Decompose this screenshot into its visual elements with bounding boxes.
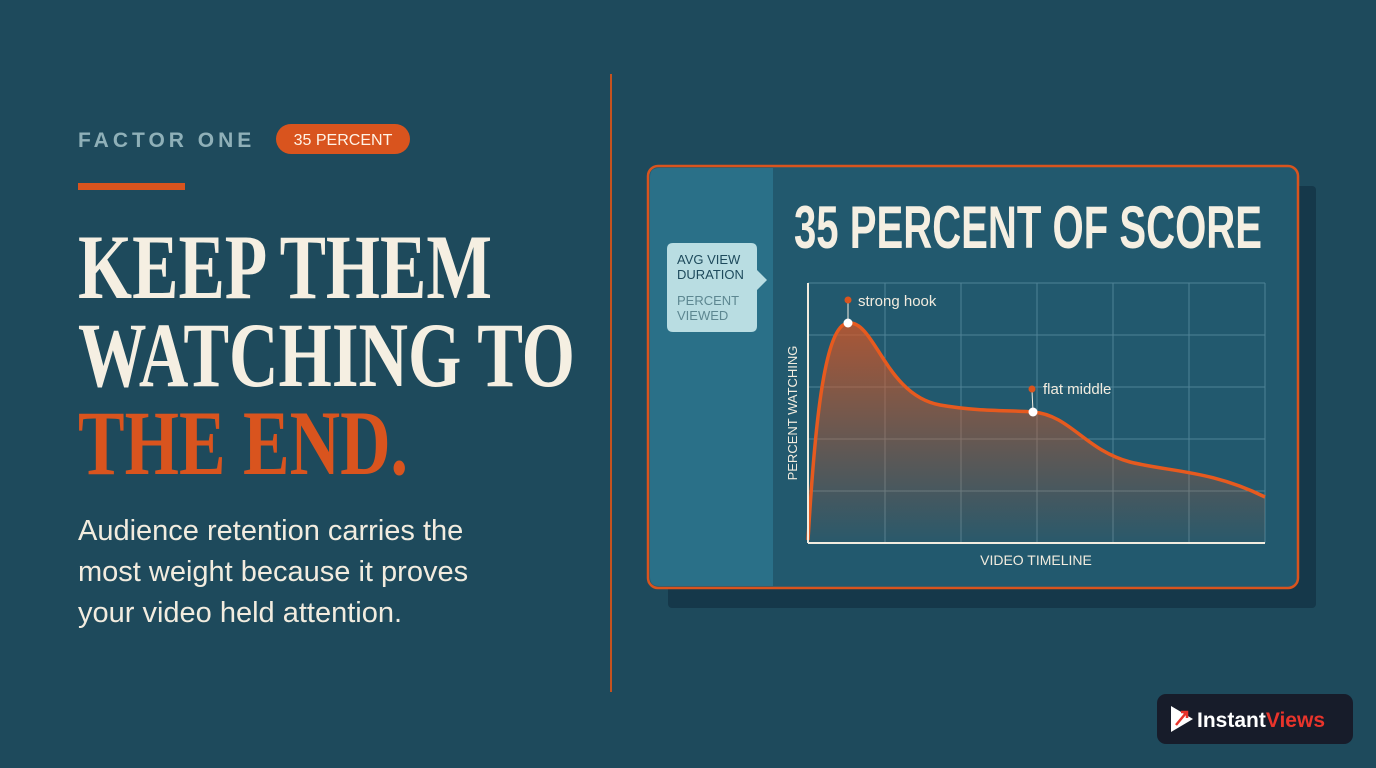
card-strip — [650, 168, 773, 586]
x-axis-label: VIDEO TIMELINE — [980, 552, 1092, 568]
brand-part: Instant — [1197, 709, 1266, 732]
card-title: 35 PERCENT OF SCORE — [794, 194, 1262, 261]
brand-badge — [1157, 694, 1353, 744]
annotation-point — [843, 318, 853, 328]
headline-line: KEEP THEM — [78, 216, 492, 318]
legend-callout — [667, 243, 767, 332]
body-line: your video held attention. — [78, 597, 402, 629]
annotation-dot — [844, 296, 852, 304]
badge — [276, 124, 410, 154]
brand-arrow — [1175, 710, 1189, 726]
legend-primary: DURATION — [677, 267, 744, 282]
badge-text: 35 PERCENT — [294, 132, 393, 149]
legend-secondary: VIEWED — [677, 308, 728, 323]
y-axis-label: PERCENT WATCHING — [785, 346, 800, 481]
eyebrow: FACTOR ONE — [78, 129, 255, 152]
brand-part: Views — [1266, 709, 1325, 732]
retention-curve — [806, 321, 1266, 541]
body-line: Audience retention carries the — [78, 515, 463, 547]
headline-line: THE END. — [78, 392, 408, 494]
annotation: strong hook — [858, 293, 937, 310]
retention-area — [808, 322, 1265, 543]
brand-name: InstantViews — [1197, 709, 1325, 732]
headline-line: WATCHING TO — [78, 304, 575, 406]
annotation-point — [1028, 407, 1038, 417]
legend-primary: AVG VIEW — [677, 252, 741, 267]
legend-secondary: PERCENT — [677, 293, 739, 308]
annotation: flat middle — [1043, 381, 1111, 398]
annotation-dot — [1028, 385, 1036, 393]
accent-bar — [78, 183, 185, 190]
body-line: most weight because it proves — [78, 556, 468, 588]
